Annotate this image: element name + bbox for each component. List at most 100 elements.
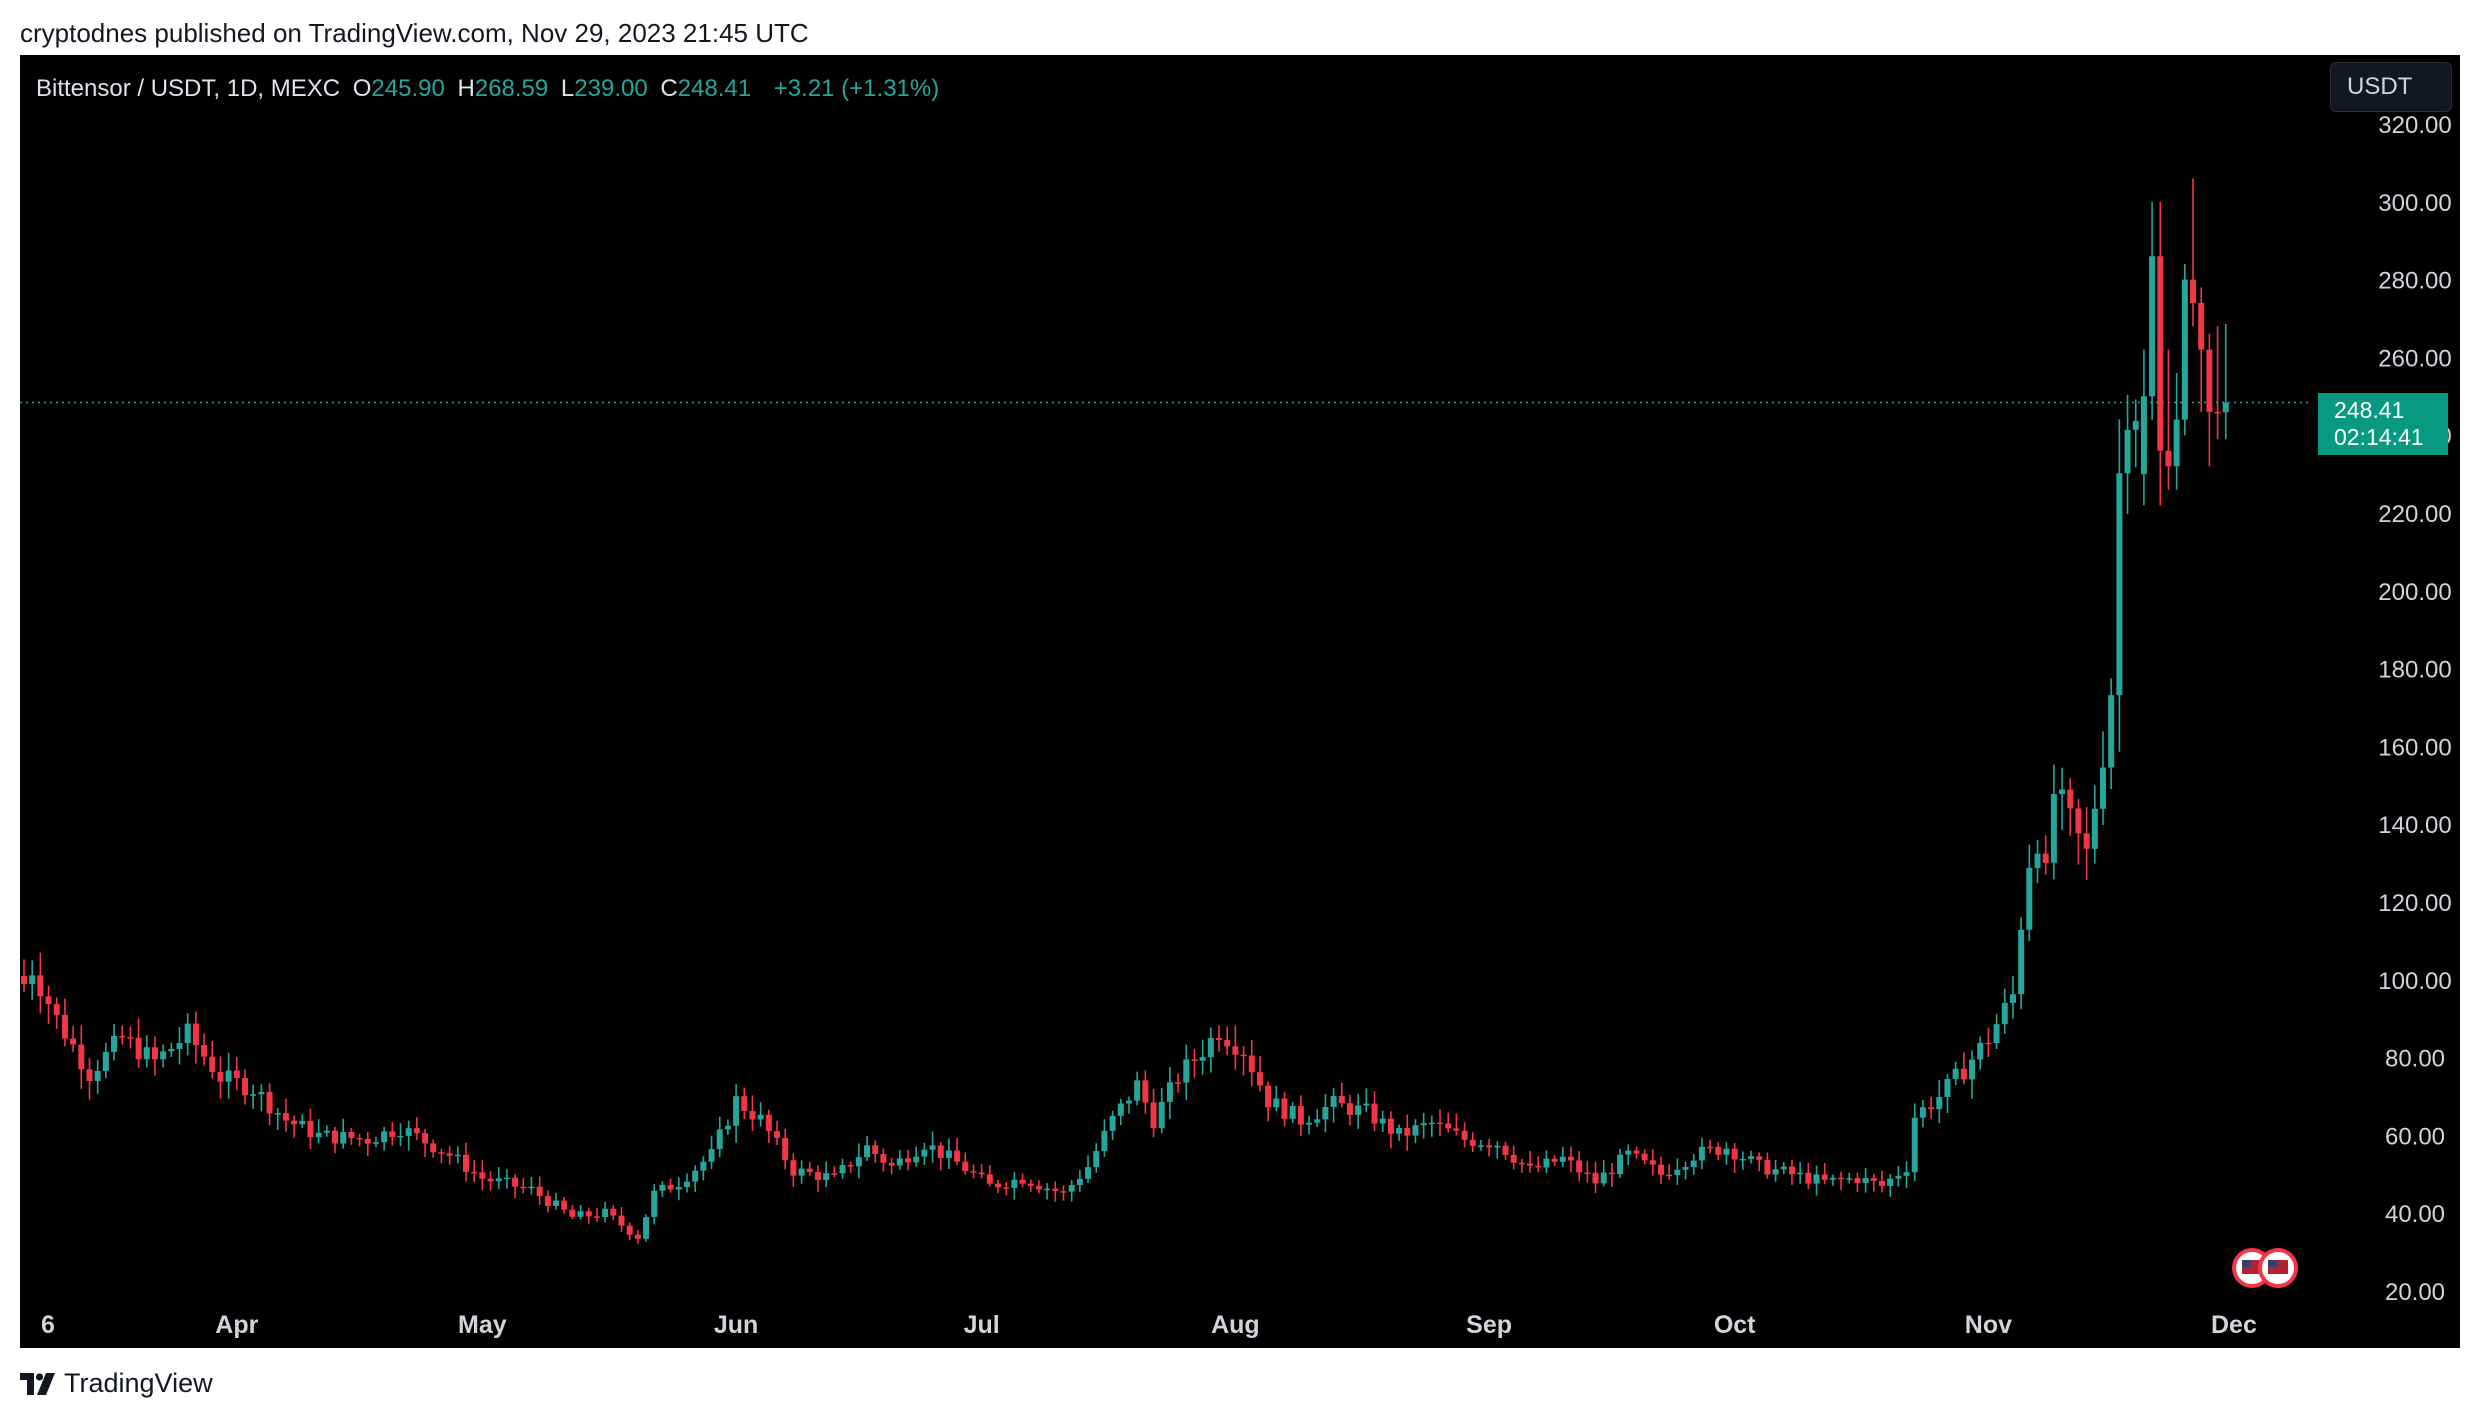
- candle-body: [1232, 1046, 1239, 1055]
- y-tick-label: 160.00: [2378, 734, 2451, 761]
- candle-body: [1306, 1122, 1313, 1125]
- candle-body: [1338, 1095, 1345, 1104]
- candle-body: [651, 1190, 658, 1217]
- candle-body: [487, 1178, 494, 1182]
- chart-area[interactable]: 320.00300.00280.00260.00240.00220.00200.…: [20, 55, 2460, 1348]
- x-tick-label: Sep: [1466, 1311, 1512, 1339]
- candle-body: [872, 1145, 879, 1155]
- x-tick-label: Aug: [1211, 1311, 1260, 1339]
- candle-body: [1788, 1166, 1795, 1175]
- candle-body: [2140, 396, 2147, 475]
- candle-body: [553, 1200, 560, 1207]
- candle-body: [1183, 1059, 1190, 1083]
- candle-body: [1256, 1072, 1263, 1086]
- candle-body: [119, 1035, 126, 1038]
- candle-body: [397, 1135, 404, 1138]
- tradingview-logo-icon: [20, 1372, 55, 1395]
- candle-body: [2018, 929, 2025, 995]
- candle-body: [1224, 1040, 1231, 1047]
- candle-body: [1829, 1177, 1836, 1180]
- candle-body: [700, 1161, 707, 1171]
- candle-body: [127, 1037, 134, 1039]
- candle-body: [1453, 1128, 1460, 1131]
- y-tick-label: 40.00: [2385, 1201, 2445, 1228]
- candle-body: [2157, 256, 2164, 451]
- candle-body: [422, 1133, 429, 1144]
- y-tick-label: 300.00: [2378, 190, 2451, 217]
- candle-body: [1846, 1178, 1853, 1180]
- candle-body: [29, 975, 36, 984]
- candle-body: [1322, 1107, 1329, 1120]
- candle-body: [880, 1154, 887, 1163]
- candle-body: [962, 1161, 969, 1172]
- candle-body: [921, 1149, 928, 1157]
- candle-body: [2181, 279, 2188, 420]
- candle-body: [544, 1195, 551, 1207]
- candle-body: [53, 1004, 60, 1015]
- candle-body: [1878, 1180, 1885, 1186]
- candle-body: [503, 1177, 510, 1180]
- candle-body: [495, 1178, 502, 1182]
- candle-body: [790, 1160, 797, 1176]
- candle-body: [2165, 450, 2172, 467]
- candle-body: [315, 1132, 322, 1138]
- candle-body: [536, 1186, 543, 1196]
- candle-body: [995, 1183, 1002, 1188]
- candlestick-chart[interactable]: 320.00300.00280.00260.00240.00220.00200.…: [20, 55, 2460, 1348]
- candle-body: [86, 1069, 93, 1082]
- candle-body: [348, 1131, 355, 1139]
- candle-body: [1289, 1106, 1296, 1119]
- open-label: O: [352, 75, 372, 102]
- candle-body: [413, 1128, 420, 1134]
- candle-body: [1060, 1191, 1067, 1193]
- candle-body: [1641, 1153, 1648, 1161]
- candle-body: [1216, 1038, 1223, 1041]
- candle-body: [798, 1168, 805, 1176]
- y-tick-label: 280.00: [2378, 268, 2451, 295]
- x-tick-label: Apr: [215, 1311, 258, 1339]
- candle-body: [528, 1186, 535, 1189]
- candle-body: [2222, 402, 2229, 413]
- candle-body: [446, 1153, 453, 1156]
- candle-body: [2124, 429, 2131, 474]
- candle-body: [241, 1077, 248, 1096]
- candle-body: [855, 1157, 862, 1167]
- candle-body: [1404, 1128, 1411, 1136]
- candle-body: [340, 1131, 347, 1144]
- candle-body: [1911, 1117, 1918, 1173]
- candle-body: [1265, 1085, 1272, 1108]
- candle-body: [1993, 1024, 2000, 1044]
- high-value: 268.59: [474, 75, 549, 102]
- candle-body: [1518, 1162, 1525, 1165]
- x-tick-label: Oct: [1714, 1311, 1756, 1339]
- candle-body: [1739, 1158, 1746, 1161]
- candle-body: [1346, 1103, 1353, 1115]
- candle-body: [454, 1154, 461, 1157]
- y-tick-label: 60.00: [2385, 1123, 2445, 1150]
- candle-body: [282, 1113, 289, 1121]
- candle-body: [1273, 1098, 1280, 1108]
- candle-body: [675, 1186, 682, 1190]
- candle-body: [569, 1209, 576, 1217]
- candle-body: [479, 1172, 486, 1179]
- us-flag-icon: [2242, 1260, 2251, 1267]
- candle-body: [1117, 1103, 1124, 1116]
- low-value: 239.00: [574, 75, 648, 102]
- candle-body: [1527, 1163, 1534, 1166]
- candle-body: [291, 1120, 298, 1125]
- candle-body: [1559, 1156, 1566, 1162]
- candle-body: [782, 1137, 789, 1161]
- candle-body: [1805, 1172, 1812, 1184]
- ohlc-legend: Bittensor / USDT, 1D, MEXC O245.90 H268.…: [36, 75, 945, 103]
- tradingview-logo[interactable]: TradingView: [20, 1368, 213, 1399]
- candle-body: [1617, 1154, 1624, 1175]
- x-tick-label: Jun: [714, 1311, 758, 1339]
- candle-body: [1076, 1178, 1083, 1186]
- candle-body: [2132, 420, 2139, 430]
- candle-body: [1469, 1139, 1476, 1146]
- candle-body: [299, 1120, 306, 1125]
- candle-body: [389, 1131, 396, 1138]
- currency-button[interactable]: USDT: [2330, 62, 2452, 112]
- candle-body: [1838, 1177, 1845, 1180]
- candle-body: [192, 1023, 199, 1046]
